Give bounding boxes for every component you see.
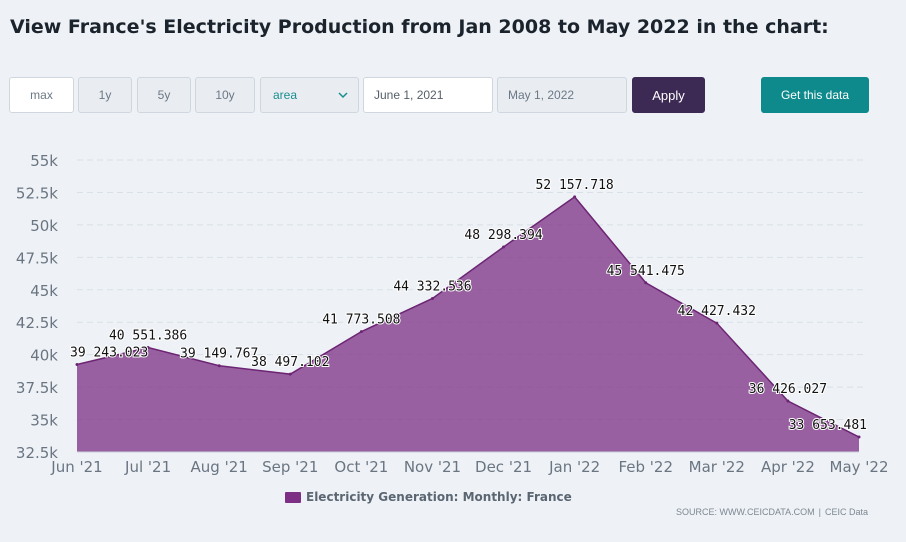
source-credit: SOURCE: WWW.CEICDATA.COM | CEIC Data (676, 507, 868, 517)
y-tick-label: 42.5k (16, 314, 58, 332)
data-point[interactable] (502, 245, 506, 249)
x-tick-label: Jul '21 (124, 458, 171, 476)
area-fill (77, 196, 859, 452)
data-point[interactable] (573, 195, 577, 199)
range-1y-button[interactable]: 1y (78, 77, 132, 113)
x-axis: Jun '21 Jul '21 Aug '21 Sep '21 Oct '21 Nov '… (50, 458, 888, 476)
data-label: 39 149.767 (180, 347, 258, 362)
data-point[interactable] (715, 321, 719, 325)
x-tick-label: Feb '22 (618, 458, 673, 476)
data-point[interactable] (75, 362, 79, 366)
series-line (76, 195, 860, 438)
source-provider[interactable]: CEIC Data (824, 507, 868, 517)
data-point[interactable] (146, 346, 150, 350)
x-tick-label: Aug '21 (191, 458, 248, 476)
chevron-down-icon (338, 92, 348, 99)
data-label: 48 298.394 (464, 228, 542, 243)
apply-button[interactable]: Apply (632, 77, 705, 113)
data-label: 36 426.027 (749, 382, 827, 397)
y-tick-label: 55k (30, 152, 58, 170)
x-tick-label: Dec '21 (475, 458, 532, 476)
x-tick-label: Nov '21 (404, 458, 461, 476)
y-tick-label: 50k (30, 217, 58, 235)
get-this-data-button[interactable]: Get this data (761, 77, 869, 113)
y-tick-label: 35k (30, 412, 58, 430)
range-10y-button[interactable]: 10y (195, 77, 255, 113)
start-date-input[interactable]: June 1, 2021 (363, 77, 493, 113)
x-tick-label: Oct '21 (334, 458, 388, 476)
data-label: 40 551.386 (109, 329, 187, 344)
data-label: 33 653.481 (789, 418, 867, 433)
data-point[interactable] (217, 364, 221, 368)
range-5y-button[interactable]: 5y (137, 77, 191, 113)
y-tick-label: 37.5k (16, 379, 58, 397)
data-label: 39 243.023 (70, 345, 148, 360)
end-date-input[interactable]: May 1, 2022 (497, 77, 627, 113)
source-text: SOURCE: WWW.CEICDATA.COM (675, 507, 815, 517)
range-max-button[interactable]: max (9, 77, 74, 113)
data-label: 41 773.508 (322, 313, 400, 328)
data-point[interactable] (644, 281, 648, 285)
series-area (75, 195, 861, 453)
chart-legend[interactable]: Electricity Generation: Monthly: France (285, 490, 572, 504)
data-point[interactable] (857, 435, 861, 439)
legend-swatch (285, 491, 301, 503)
data-label: 44 332.536 (393, 279, 471, 294)
y-tick-label: 32.5k (16, 444, 58, 462)
y-tick-label: 40k (30, 347, 58, 365)
x-tick-label: Jan '22 (548, 458, 600, 476)
x-tick-label: Jun '21 (50, 458, 102, 476)
source-separator: | (818, 507, 821, 517)
data-point[interactable] (430, 296, 434, 300)
data-label: 38 497.102 (251, 355, 329, 370)
y-tick-label: 45k (30, 282, 58, 300)
x-tick-label: May '22 (830, 458, 889, 476)
legend-label: Electricity Generation: Monthly: France (306, 490, 572, 504)
data-label: 45 541.475 (607, 264, 685, 279)
x-tick-label: Apr '22 (761, 458, 815, 476)
y-tick-label: 52.5k (16, 184, 58, 202)
data-point[interactable] (288, 372, 292, 376)
data-point[interactable] (359, 330, 363, 334)
chart-type-value: area (273, 88, 298, 102)
data-label: 52 157.718 (535, 178, 613, 193)
page-title: View France's Electricity Production fro… (10, 16, 829, 38)
x-tick-label: Mar '22 (689, 458, 745, 476)
area-chart: 32.5k 35k 37.5k 40k 42.5k 45k 47.5k 50k 52.5k 55k… (16, 152, 889, 476)
data-point[interactable] (786, 399, 790, 403)
y-tick-label: 47.5k (16, 249, 58, 267)
chart-type-select[interactable]: area (260, 77, 359, 113)
y-axis: 32.5k 35k 37.5k 40k 42.5k 45k 47.5k 50k 52.5k 55k (16, 152, 58, 462)
data-label: 42 427.432 (678, 304, 756, 319)
x-tick-label: Sep '21 (262, 458, 318, 476)
